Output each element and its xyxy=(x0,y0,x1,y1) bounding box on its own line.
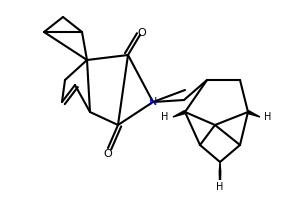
Polygon shape xyxy=(173,111,186,117)
Text: N: N xyxy=(149,97,157,107)
Text: H: H xyxy=(161,112,169,122)
Text: O: O xyxy=(138,28,146,38)
Text: H: H xyxy=(264,112,272,122)
Polygon shape xyxy=(248,111,260,117)
Text: H: H xyxy=(216,182,224,192)
Text: O: O xyxy=(103,149,112,159)
